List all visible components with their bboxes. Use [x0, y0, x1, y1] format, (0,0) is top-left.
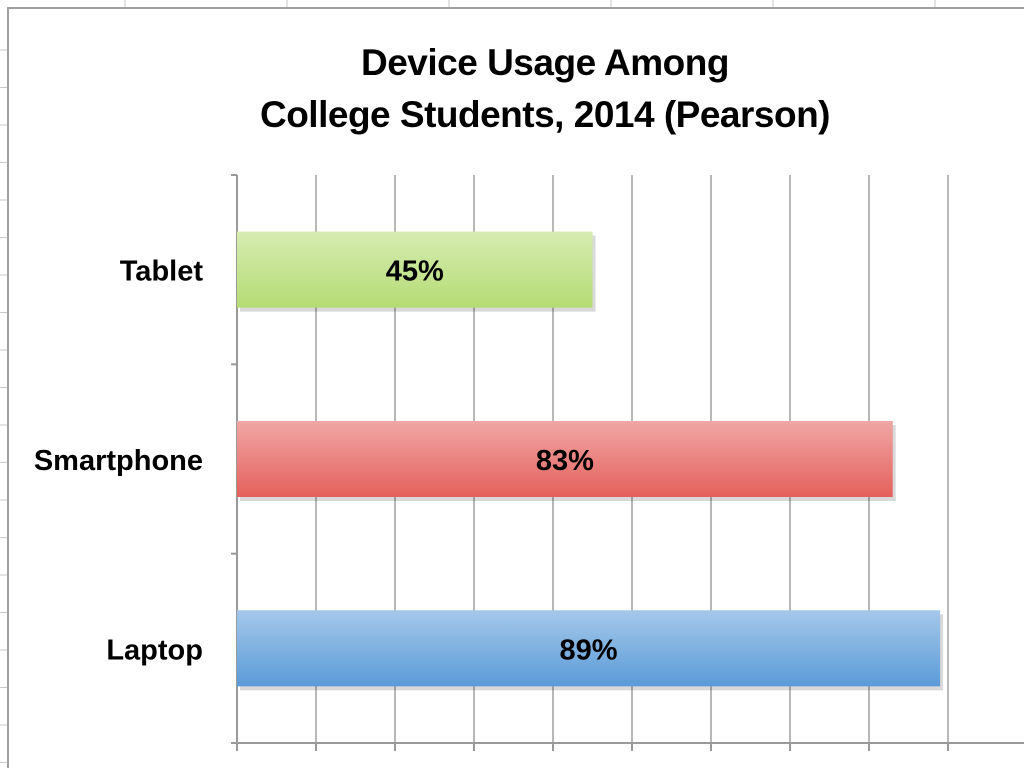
data-label: 89%	[560, 634, 618, 666]
chart-title-line-2: College Students, 2014 (Pearson)	[259, 94, 831, 135]
data-label: 83%	[536, 445, 594, 477]
category-label: Tablet	[120, 256, 204, 288]
bar-highlight	[237, 610, 941, 687]
category-label: Smartphone	[34, 445, 203, 477]
data-label: 45%	[386, 256, 444, 288]
category-label: Laptop	[106, 634, 203, 666]
bar-highlight	[237, 421, 893, 497]
chart-title-line-1: Device Usage Among	[361, 42, 729, 83]
bar-highlight	[237, 231, 593, 308]
